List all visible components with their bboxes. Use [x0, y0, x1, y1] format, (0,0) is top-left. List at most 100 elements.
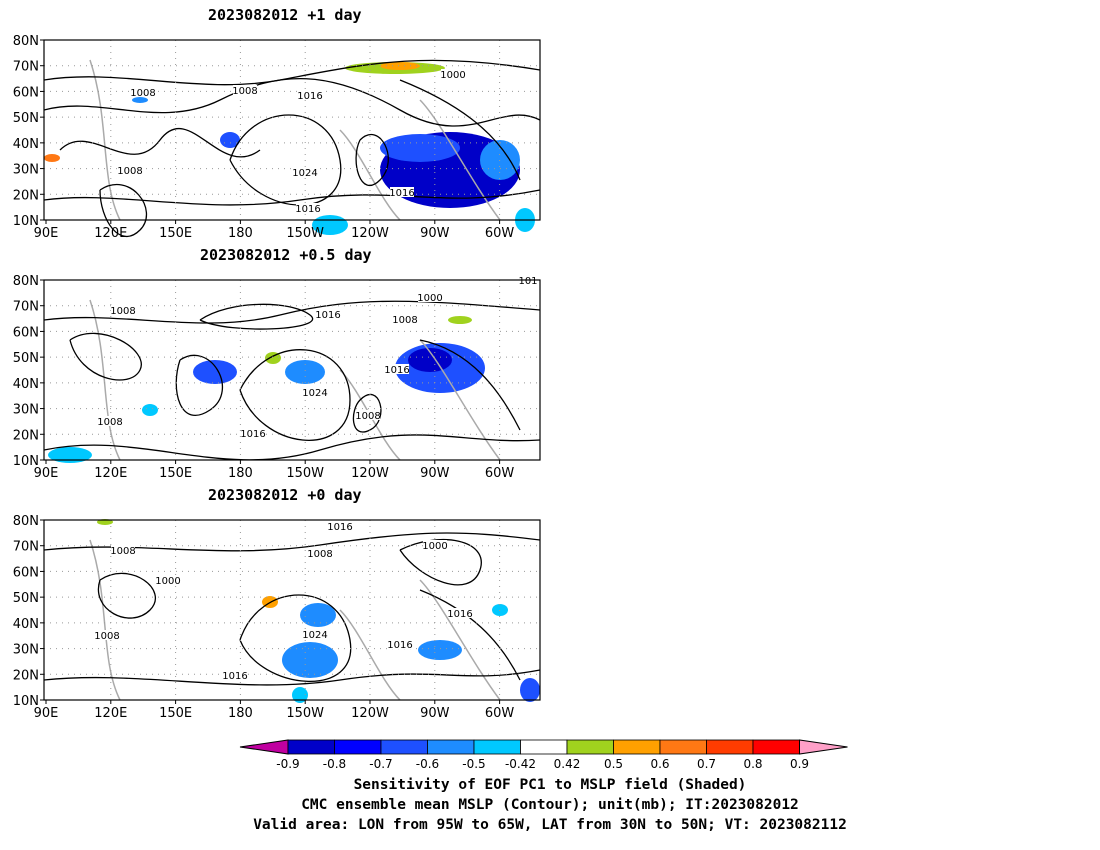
- contour-label: 1008: [307, 549, 332, 560]
- contour-label: 1000: [155, 576, 180, 587]
- contour-label-bg: [98, 416, 122, 426]
- contour-label-bg: [316, 309, 340, 319]
- contour-label: 1008: [232, 86, 257, 97]
- contour-label: 1000: [440, 70, 465, 81]
- sensitivity-shading: [282, 642, 338, 678]
- sensitivity-shading: [380, 62, 420, 70]
- sensitivity-shading: [520, 678, 540, 702]
- caption-line-3: Valid area: LON from 95W to 65W, LAT fro…: [253, 817, 847, 833]
- lat-tick-label: 20N: [13, 188, 39, 203]
- lon-tick-label: 60W: [485, 466, 515, 481]
- colorbar-label: -0.7: [369, 757, 392, 771]
- plot-frame: [43, 519, 541, 701]
- contour-label-bg: [111, 545, 135, 555]
- colorbar-label: 0.42: [554, 757, 581, 771]
- lon-tick-label: 90W: [420, 226, 450, 241]
- mslp-contour: [199, 303, 314, 330]
- mslp-contour: [229, 114, 342, 206]
- lat-tick-label: 80N: [13, 34, 39, 49]
- mslp-contour: [239, 594, 352, 682]
- caption-line-1: Sensitivity of EOF PC1 to MSLP field (Sh…: [353, 777, 747, 793]
- contour-label-bg: [328, 521, 352, 531]
- contour-label: 1016: [222, 671, 247, 682]
- contour-label: 101: [518, 276, 537, 287]
- lon-tick-label: 150W: [286, 706, 324, 721]
- sensitivity-shading: [142, 404, 158, 416]
- lat-tick-label: 10N: [13, 454, 39, 469]
- lat-tick-label: 50N: [13, 591, 39, 606]
- lat-tick-label: 60N: [13, 325, 39, 340]
- colorbar-box: [427, 739, 475, 755]
- colorbar: -0.9 -0.8 -0.7 -0.6 -0.5 -0.42 0.42 0.5 0.6 0.7 0.…: [239, 739, 848, 771]
- contour-label-bg: [388, 639, 412, 649]
- sensitivity-shading: [418, 640, 462, 660]
- contour-label: 1016: [240, 429, 265, 440]
- lat-tick-label: 40N: [13, 617, 39, 632]
- lat-tick-label: 60N: [13, 85, 39, 100]
- contour-label: 1008: [94, 631, 119, 642]
- contour-label-bg: [111, 305, 135, 315]
- contour-label-bg: [393, 314, 417, 324]
- panel-title-2: 2023082012 +0.5 day: [200, 246, 372, 264]
- sensitivity-shading: [220, 132, 240, 148]
- colorbar-box: [566, 739, 614, 755]
- contour-label: 1024: [302, 630, 327, 641]
- lat-tick-label: 20N: [13, 668, 39, 683]
- contour-label: 1016: [387, 640, 412, 651]
- mslp-contour: [43, 669, 541, 686]
- colorbar-box: [287, 739, 335, 755]
- panel-title-3: 2023082012 +0 day: [208, 486, 362, 504]
- lon-tick-label: 150E: [159, 466, 192, 481]
- lon-tick-label: 90E: [34, 226, 59, 241]
- mslp-contour: [43, 189, 541, 206]
- contour-label-bg: [293, 167, 317, 177]
- lat-tick-label: 70N: [13, 60, 39, 75]
- colorbar-box: [520, 739, 568, 755]
- contour-label-bg: [303, 629, 327, 639]
- lon-tick-label: 90W: [420, 466, 450, 481]
- mslp-contour: [99, 183, 147, 238]
- colorbar-box: [706, 739, 754, 755]
- sensitivity-shading: [408, 348, 452, 372]
- contour-label-bg: [356, 410, 380, 420]
- mslp-contour: [239, 349, 351, 441]
- colorbar-box: [473, 739, 521, 755]
- contour-label: 1016: [389, 188, 414, 199]
- contour-label: 1024: [292, 168, 317, 179]
- contour-label: 1016: [447, 609, 472, 620]
- lon-tick-label: 180: [228, 466, 253, 481]
- mslp-contour: [59, 127, 261, 158]
- mslp-contour: [43, 77, 541, 127]
- lon-tick-label: 120E: [94, 226, 127, 241]
- contour-label-bg: [233, 85, 257, 95]
- lat-tick-label: 10N: [13, 694, 39, 709]
- colorbar-arrow-max: [799, 739, 848, 755]
- mslp-contour: [43, 300, 541, 324]
- colorbar-label: 0.7: [697, 757, 716, 771]
- contour-label: 1008: [117, 166, 142, 177]
- map-panel-plus1day: 1008 1008 1016 1000 1008 1024 1016 1016 80N 70N 60…: [13, 34, 541, 241]
- contour-label: 1008: [392, 315, 417, 326]
- colorbar-arrow-min: [239, 739, 289, 755]
- sensitivity-shading: [292, 687, 308, 703]
- colorbar-label: 0.6: [650, 757, 669, 771]
- lon-tick-label: 150W: [286, 226, 324, 241]
- lat-tick-label: 30N: [13, 163, 39, 178]
- mslp-contour: [69, 332, 142, 381]
- contour-label-bg: [418, 292, 442, 302]
- lat-tick-label: 30N: [13, 643, 39, 658]
- contour-label-bg: [423, 540, 447, 550]
- sensitivity-shading: [300, 603, 336, 627]
- plot-frame: [43, 39, 541, 221]
- lon-tick-label: 120W: [351, 706, 389, 721]
- lat-tick-label: 10N: [13, 214, 39, 229]
- lon-tick-label: 90E: [34, 706, 59, 721]
- caption-line-2: CMC ensemble mean MSLP (Contour); unit(m…: [301, 797, 799, 813]
- contour-label-bg: [131, 87, 155, 97]
- contour-label: 1000: [417, 293, 442, 304]
- contour-label-bg: [241, 428, 265, 438]
- colorbar-box: [659, 739, 707, 755]
- mslp-contour: [419, 589, 521, 681]
- sensitivity-shading: [285, 360, 325, 384]
- contour-label-bg: [441, 69, 465, 79]
